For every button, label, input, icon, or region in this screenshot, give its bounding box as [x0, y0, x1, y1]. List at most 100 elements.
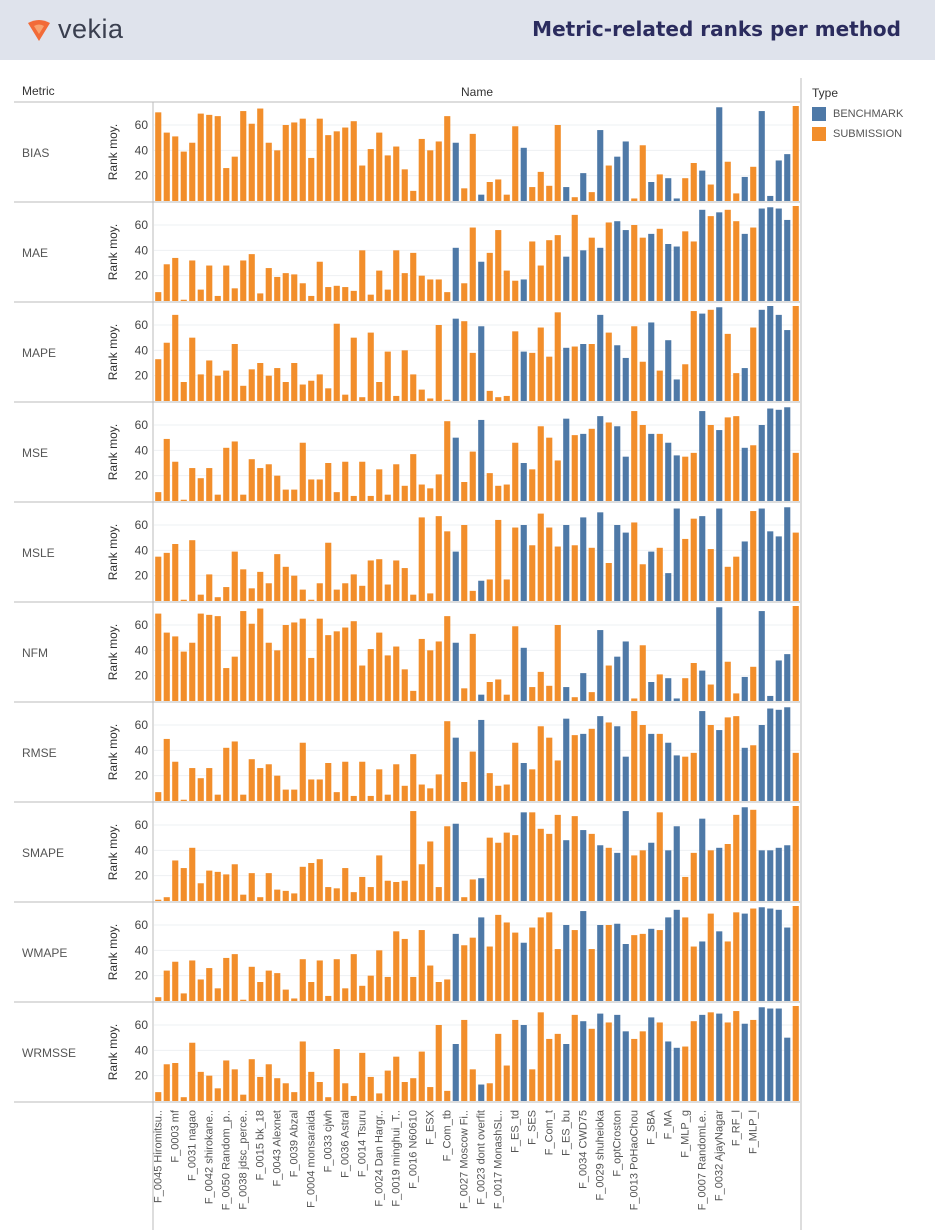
bar	[265, 464, 272, 501]
bar	[673, 826, 680, 901]
bar	[163, 970, 170, 1001]
bar	[223, 874, 230, 901]
bar	[631, 411, 638, 501]
bar	[631, 326, 638, 401]
bar	[333, 792, 340, 801]
bar	[274, 150, 281, 201]
bar	[180, 868, 187, 901]
bar	[410, 252, 417, 301]
x-tick-label: F_MLP_l	[747, 1110, 759, 1154]
bar	[665, 1041, 672, 1101]
bar	[503, 832, 510, 901]
name-column-header: Name	[461, 85, 493, 99]
bar	[716, 508, 723, 601]
bar	[724, 566, 731, 601]
bar	[750, 745, 757, 801]
bar	[478, 878, 485, 901]
legend-item-submission[interactable]: SUBMISSION	[812, 124, 903, 144]
bar	[427, 279, 434, 301]
bar	[172, 461, 179, 501]
bar	[265, 142, 272, 201]
bar	[206, 114, 213, 201]
bar	[546, 912, 553, 1001]
bar	[461, 782, 468, 801]
bar	[580, 433, 587, 501]
bar	[350, 290, 357, 301]
bar	[733, 193, 740, 201]
bar	[282, 1083, 289, 1101]
bar	[367, 1076, 374, 1101]
y-axis-label: Rank moy.	[106, 324, 120, 380]
bar	[427, 593, 434, 601]
bar	[724, 209, 731, 301]
bar	[580, 733, 587, 801]
bar	[452, 247, 459, 301]
bar	[231, 441, 238, 501]
bar	[512, 835, 519, 901]
bar	[750, 227, 757, 301]
bar	[512, 280, 519, 301]
bar	[418, 864, 425, 901]
bar	[758, 111, 765, 201]
bar	[291, 998, 298, 1001]
bar	[673, 909, 680, 1001]
bar	[690, 163, 697, 201]
bar	[588, 1028, 595, 1101]
x-tick-label: F_ES_td	[509, 1110, 521, 1153]
bar	[452, 642, 459, 701]
bar	[240, 894, 247, 901]
bar	[376, 1093, 383, 1101]
bar	[597, 416, 604, 501]
bar	[571, 545, 578, 601]
bar	[325, 887, 332, 901]
bar	[231, 551, 238, 601]
bar	[512, 126, 519, 201]
bar	[197, 778, 204, 801]
vekia-logo-icon	[28, 20, 50, 41]
bar	[342, 868, 349, 901]
bar	[274, 276, 281, 301]
metric-label: MSE	[22, 446, 48, 460]
bar	[291, 622, 298, 701]
metric-label: RMSE	[22, 746, 57, 760]
bar	[163, 738, 170, 801]
bar	[410, 190, 417, 201]
bar	[282, 125, 289, 201]
bar	[750, 809, 757, 901]
x-tick-label: F_RF_l	[730, 1110, 742, 1146]
bar	[699, 818, 706, 901]
bar	[367, 649, 374, 701]
bar	[529, 1069, 536, 1101]
legend[interactable]: Type BENCHMARK SUBMISSION	[812, 86, 903, 144]
bar	[580, 673, 587, 701]
bar	[435, 982, 442, 1001]
bar	[299, 742, 306, 801]
bar	[350, 1095, 357, 1101]
bar	[240, 260, 247, 301]
bar	[257, 897, 264, 901]
bar	[469, 879, 476, 901]
bar	[605, 563, 612, 601]
bar	[563, 925, 570, 1001]
bar	[240, 794, 247, 801]
bar	[614, 1014, 621, 1101]
bar	[299, 866, 306, 901]
bar	[495, 397, 502, 401]
bar	[716, 212, 723, 301]
legend-item-benchmark[interactable]: BENCHMARK	[812, 104, 903, 124]
y-tick-label: 60	[135, 618, 149, 632]
bar	[342, 988, 349, 1001]
bar	[682, 178, 689, 201]
bar	[435, 887, 442, 901]
y-tick-label: 60	[135, 818, 149, 832]
bar	[639, 725, 646, 801]
bar	[214, 295, 221, 301]
bar	[639, 425, 646, 501]
x-tick-label: F_ESX	[424, 1109, 436, 1145]
bar	[376, 632, 383, 701]
bar	[699, 209, 706, 301]
bar	[495, 842, 502, 901]
bar	[716, 107, 723, 201]
bar	[257, 363, 264, 401]
bar	[520, 942, 527, 1001]
